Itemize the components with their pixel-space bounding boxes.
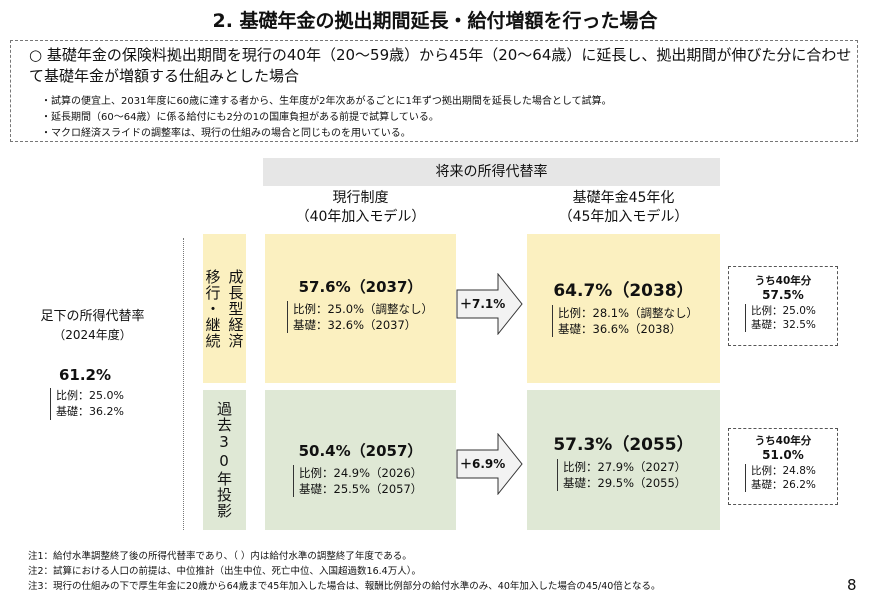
increase-arrow: ＋7.1% (456, 272, 523, 339)
current-level-label1: 足下の所得代替率 (40, 309, 145, 324)
rate-main: 57.6%（2037） (298, 278, 423, 296)
row-label-past30: 過去30年投影 (203, 390, 246, 530)
hirei: 比例：25.0%（調整なし） (293, 302, 434, 316)
row-label-growth: 成長型経済 移行・継続 (203, 234, 246, 383)
arrow-right-icon (456, 272, 523, 336)
hirei: 比例：25.0% (751, 305, 816, 317)
note-1: 注1：給付水準調整終了後の所得代替率であり、（ ）内は給付水準の調整終了年度であ… (28, 551, 412, 562)
rate-main: 64.7%（2038） (553, 281, 694, 301)
hirei: 比例：24.8% (751, 465, 816, 477)
increase-arrow: ＋6.9% (456, 432, 523, 499)
extended-growth-box: 64.7%（2038） 比例：28.1%（調整なし） 基礎：36.6%（2038… (527, 234, 720, 383)
rate-main: 50.4%（2057） (298, 442, 423, 460)
future-replacement-rate-header: 将来の所得代替率 (263, 158, 720, 186)
extended-heading-l2: （45年加入モデル） (558, 209, 689, 225)
kiso: 基礎：26.2% (751, 479, 816, 491)
note-2: 注2：試算における人口の前提は、中位推計（出生中位、死亡中位、入国超過数16.4… (28, 566, 421, 577)
note-3: 注3：現行の仕組みの下で厚生年金に20歳から64歳まで45年加入した場合は、報酬… (28, 581, 661, 592)
page-number: 8 (847, 576, 857, 594)
extended-past30-box: 57.3%（2055） 比例：27.9%（2027） 基礎：29.5%（2055… (527, 390, 720, 530)
side-40yr-growth: うち40年分 57.5% 比例：25.0% 基礎：32.5% (728, 266, 838, 346)
current-past30-box: 50.4%（2057） 比例：24.9%（2026） 基礎：25.5%（2057… (265, 390, 456, 530)
current-level-label2: （2024年度） (53, 328, 132, 342)
current-level-value: 61.2% (58, 366, 112, 384)
current-heading-l2: （40年加入モデル） (295, 209, 426, 225)
extended-system-heading: 基礎年金45年化 （45年加入モデル） (527, 189, 720, 227)
hirei: 比例：24.9%（2026） (299, 466, 423, 480)
arrow-right-icon (456, 432, 523, 496)
current-heading-l1: 現行制度 (332, 190, 389, 206)
extended-heading-l1: 基礎年金45年化 (572, 190, 675, 206)
intro-bullet: ・マクロ経済スライドの調整率は、現行の仕組みの場合と同じものを用いている。 (41, 128, 411, 139)
hirei: 比例：25.0% (56, 389, 124, 402)
side-title: うち40年分 (754, 435, 812, 447)
intro-bullet: ・延長期間（60～64歳）に係る給付にも2分の1の国庫負担がある前提で試算してい… (41, 112, 439, 123)
kiso: 基礎：36.2% (56, 405, 124, 418)
rate-breakdown: 比例：25.0%（調整なし） 基礎：32.6%（2037） (287, 301, 456, 333)
side-value: 51.0% (762, 448, 804, 462)
rate-main: 57.3%（2055） (553, 435, 694, 455)
rate-breakdown: 比例：27.9%（2027） 基礎：29.5%（2055） (557, 459, 720, 491)
side-value: 57.5% (762, 288, 804, 302)
current-level-label: 足下の所得代替率 （2024年度） (10, 307, 175, 345)
kiso: 基礎：29.5%（2055） (563, 476, 687, 490)
kiso: 基礎：36.6%（2038） (558, 322, 682, 336)
rate-breakdown: 比例：28.1%（調整なし） 基礎：36.6%（2038） (552, 305, 720, 337)
intro-main: ○ 基礎年金の保険料拠出期間を現行の40年（20～59歳）から45年（20～64… (29, 46, 852, 85)
rate-breakdown: 比例：24.9%（2026） 基礎：25.5%（2057） (293, 465, 456, 497)
current-level-breakdown: 比例：25.0% 基礎：36.2% (50, 388, 124, 420)
intro-box: ○ 基礎年金の保険料拠出期間を現行の40年（20～59歳）から45年（20～64… (10, 40, 858, 142)
row-label-a: 成長型経済 (226, 268, 245, 349)
current-growth-box: 57.6%（2037） 比例：25.0%（調整なし） 基礎：32.6%（2037… (265, 234, 456, 383)
intro-bullet: ・試算の便宜上、2031年度に60歳に達する者から、生年度が2年次あがるごとに1… (41, 96, 612, 107)
delta-label: ＋6.9% (460, 457, 506, 471)
side-title: うち40年分 (754, 275, 812, 287)
divider (183, 238, 184, 530)
delta-label: ＋7.1% (460, 297, 506, 311)
hirei: 比例：28.1%（調整なし） (558, 306, 699, 320)
page-title: 2. 基礎年金の拠出期間延長・給付増額を行った場合 (212, 10, 658, 32)
row-label-a: 過去30年投影 (215, 401, 233, 519)
kiso: 基礎：32.6%（2037） (293, 318, 417, 332)
side-40yr-past30: うち40年分 51.0% 比例：24.8% 基礎：26.2% (728, 428, 838, 505)
current-system-heading: 現行制度 （40年加入モデル） (265, 189, 456, 227)
hirei: 比例：27.9%（2027） (563, 460, 687, 474)
kiso: 基礎：32.5% (751, 319, 816, 331)
row-label-b: 移行・継続 (203, 268, 222, 349)
kiso: 基礎：25.5%（2057） (299, 482, 423, 496)
